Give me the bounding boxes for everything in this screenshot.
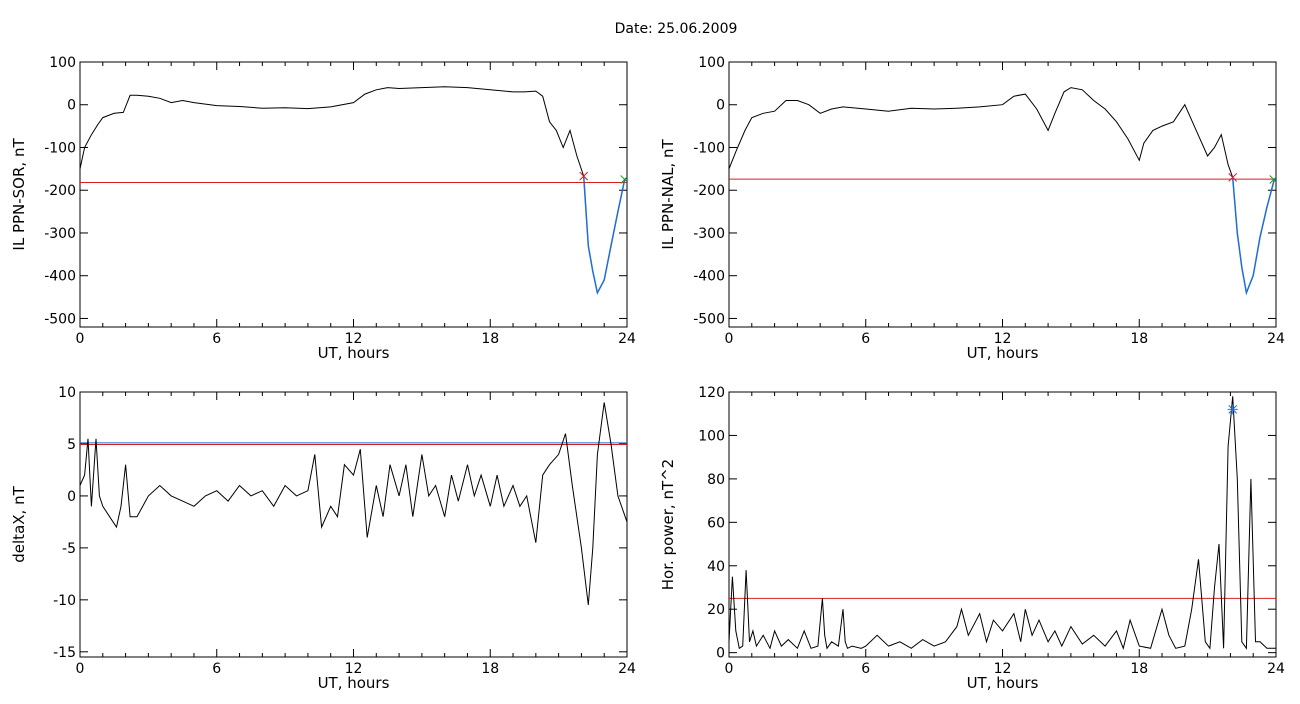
highlight-segment	[582, 176, 627, 295]
x-tick-label: 0	[76, 661, 85, 677]
series-line	[80, 402, 627, 606]
x-tick-label: 12	[994, 331, 1012, 347]
x-tick-label: 6	[212, 331, 221, 347]
y-tick-label: -300	[693, 226, 725, 242]
x-tick-label: 18	[1130, 661, 1148, 677]
plot-frame	[728, 391, 1277, 658]
y-tick-label: 100	[698, 428, 725, 444]
y-tick-label: -400	[693, 269, 725, 285]
x-axis-label: UT, hours	[318, 344, 390, 362]
y-tick-label: -200	[693, 183, 725, 199]
plot-data	[729, 396, 1276, 650]
x-tick-label: 0	[76, 331, 85, 347]
x-tick-label: 0	[725, 661, 734, 677]
y-tick-label: -15	[53, 645, 76, 661]
y-axis-label: deltaX, nT	[10, 485, 28, 562]
chart-panel-3: 0 6 12 18 24 -15 -10 -5 0 5 10 UT, hours deltaX, nT	[10, 385, 636, 692]
x-tick-label: 6	[861, 661, 870, 677]
y-tick-label: 0	[67, 98, 76, 114]
x-tick-label: 24	[1267, 661, 1285, 677]
y-tick-label: -100	[44, 140, 76, 156]
x-tick-label: 0	[725, 331, 734, 347]
y-axis-label: IL PPN-NAL, nT	[659, 139, 677, 250]
plot-frame	[79, 391, 628, 658]
plot-data	[80, 402, 627, 606]
series-line	[729, 87, 1276, 295]
x-tick-label: 12	[345, 661, 363, 677]
y-axis-label: Hor. power, nT^2	[659, 459, 677, 590]
series-line	[729, 396, 1276, 650]
plot-data	[729, 87, 1276, 296]
x-tick-label: 18	[1130, 331, 1148, 347]
x-axis-label: UT, hours	[967, 674, 1039, 692]
y-tick-label: -300	[44, 226, 76, 242]
x-tick-label: 18	[481, 661, 499, 677]
y-axis-label: IL PPN-SOR, nT	[10, 138, 28, 251]
plot-frame	[79, 61, 628, 328]
start-marker	[1228, 173, 1238, 182]
x-tick-label: 12	[345, 331, 363, 347]
y-tick-label: 100	[698, 55, 725, 71]
y-tick-label: 0	[67, 489, 76, 505]
x-tick-label: 24	[618, 331, 636, 347]
y-tick-label: 80	[707, 472, 725, 488]
x-tick-label: 12	[994, 661, 1012, 677]
y-tick-label: 20	[707, 602, 725, 618]
peak-marker	[1227, 404, 1238, 415]
x-axis-label: UT, hours	[318, 674, 390, 692]
end-marker	[620, 175, 627, 184]
y-tick-label: 40	[707, 559, 725, 575]
x-tick-label: 18	[481, 331, 499, 347]
chart-panel-2: 0 6 12 18 24 -500 -400 -300 -200 -100 0 100 UT, hour…	[659, 55, 1285, 362]
y-tick-label: -10	[53, 593, 76, 609]
y-tick-label: -200	[44, 183, 76, 199]
x-tick-label: 6	[861, 331, 870, 347]
y-tick-label: -500	[693, 311, 725, 327]
y-tick-label: 0	[716, 646, 725, 662]
x-tick-label: 6	[212, 661, 221, 677]
y-tick-label: 0	[716, 98, 725, 114]
chart-panel-4: 0 6 12 18 24 0 20 40 60 80 100 120 UT, hours Hor. pow…	[659, 385, 1285, 692]
y-tick-label: 120	[698, 385, 725, 401]
highlight-segment	[1231, 177, 1276, 296]
figure-title: Date: 25.06.2009	[615, 21, 738, 37]
series-line	[80, 86, 627, 295]
y-tick-label: 5	[67, 437, 76, 453]
start-marker	[579, 171, 589, 181]
y-tick-label: -400	[44, 269, 76, 285]
x-axis-label: UT, hours	[967, 344, 1039, 362]
y-tick-label: -500	[44, 311, 76, 327]
x-tick-label: 24	[618, 661, 636, 677]
end-marker	[1269, 175, 1276, 184]
y-tick-label: 10	[58, 385, 76, 401]
x-tick-label: 24	[1267, 331, 1285, 347]
chart-panel-1: 0 6 12 18 24 -500 -400 -300 -200 -100 0 100 UT, hour…	[10, 55, 636, 362]
plot-data	[80, 86, 627, 295]
y-tick-label: -5	[62, 541, 76, 557]
y-tick-label: 100	[49, 55, 76, 71]
y-tick-label: 60	[707, 515, 725, 531]
y-tick-label: -100	[693, 140, 725, 156]
plot-frame	[728, 61, 1277, 328]
